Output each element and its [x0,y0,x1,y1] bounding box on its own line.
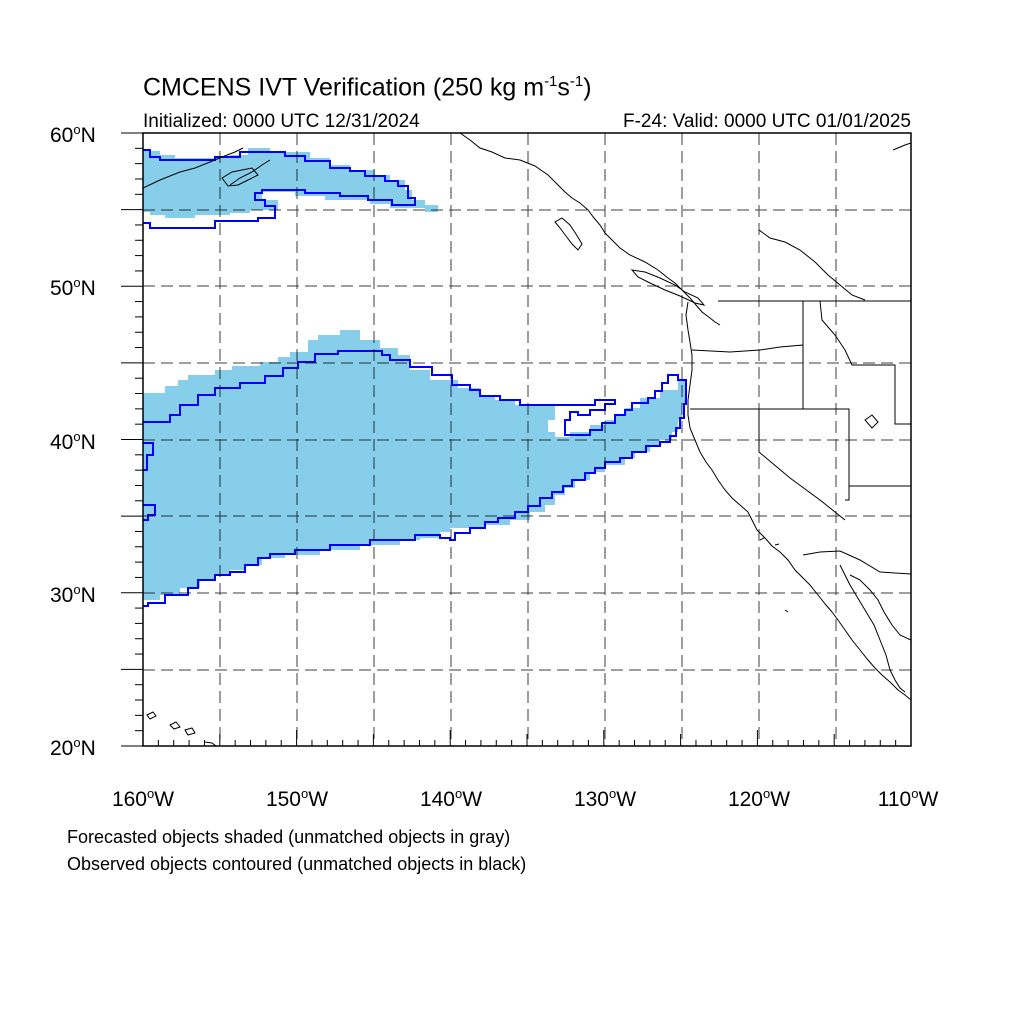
coastline-channel-islands [759,537,789,613]
coastline-hawaii [146,711,217,746]
initialized-time: Initialized: 0000 UTC 12/31/2024 [143,111,420,132]
coastlines [143,133,911,746]
chart-title: CMCENS IVT Verification (250 kg m-1s-1) [143,73,592,102]
coastline-northeast [892,142,911,151]
boundary-id-mt [819,300,911,425]
coastline-haida-gwaii [554,217,583,251]
observed-object-north [143,149,416,229]
axis-ticks [121,132,912,747]
valid-time: F-24: Valid: 0000 UTC 01/01/2025 [623,111,911,132]
observed-object-main [143,350,687,607]
boundary-ut [848,409,911,487]
y-label-60n: 60oN [50,122,96,147]
y-label-20n: 20oN [50,735,96,760]
coastline-us-west [685,301,833,613]
y-label-50n: 50oN [50,275,96,300]
footnote-forecast: Forecasted objects shaded (unmatched obj… [67,827,511,847]
boundary-ca-nv [758,409,846,521]
coastline-sonora [849,574,911,641]
x-label-110w: 110oW [877,786,939,811]
coastline-alaska-gulf [459,133,606,234]
coastline-bc [604,232,721,326]
coastline-canada-interior [758,229,866,301]
x-label-120w: 120oW [727,786,791,811]
coastline-baja-east [839,564,906,693]
x-label-130w: 130oW [573,786,637,811]
coastline-great-salt-lake [864,414,879,429]
boundary-wa-or [691,301,804,353]
forecast-objects [143,148,686,600]
coastline-vancouver-island [630,269,706,306]
observed-object-west-lobe2 [143,504,156,521]
coastline-kodiak [221,167,259,187]
x-label-160w: 160oW [111,786,175,811]
y-label-30n: 30oN [50,582,96,607]
forecast-object-main [143,330,686,600]
graticule [143,133,911,746]
footnote-observed: Observed objects contoured (unmatched ob… [67,854,527,874]
y-label-40n: 40oN [50,429,96,454]
x-label-150w: 150oW [265,786,329,811]
observed-object-west-lobe1 [143,442,154,471]
coastline-baja [831,611,911,701]
observed-objects [143,149,687,607]
coastline-alaska-peninsula [143,147,271,189]
boundary-or-ca [690,408,850,501]
x-label-140w: 140oW [419,786,483,811]
boundary-us-mexico [802,550,911,575]
forecast-object-north [143,148,438,218]
